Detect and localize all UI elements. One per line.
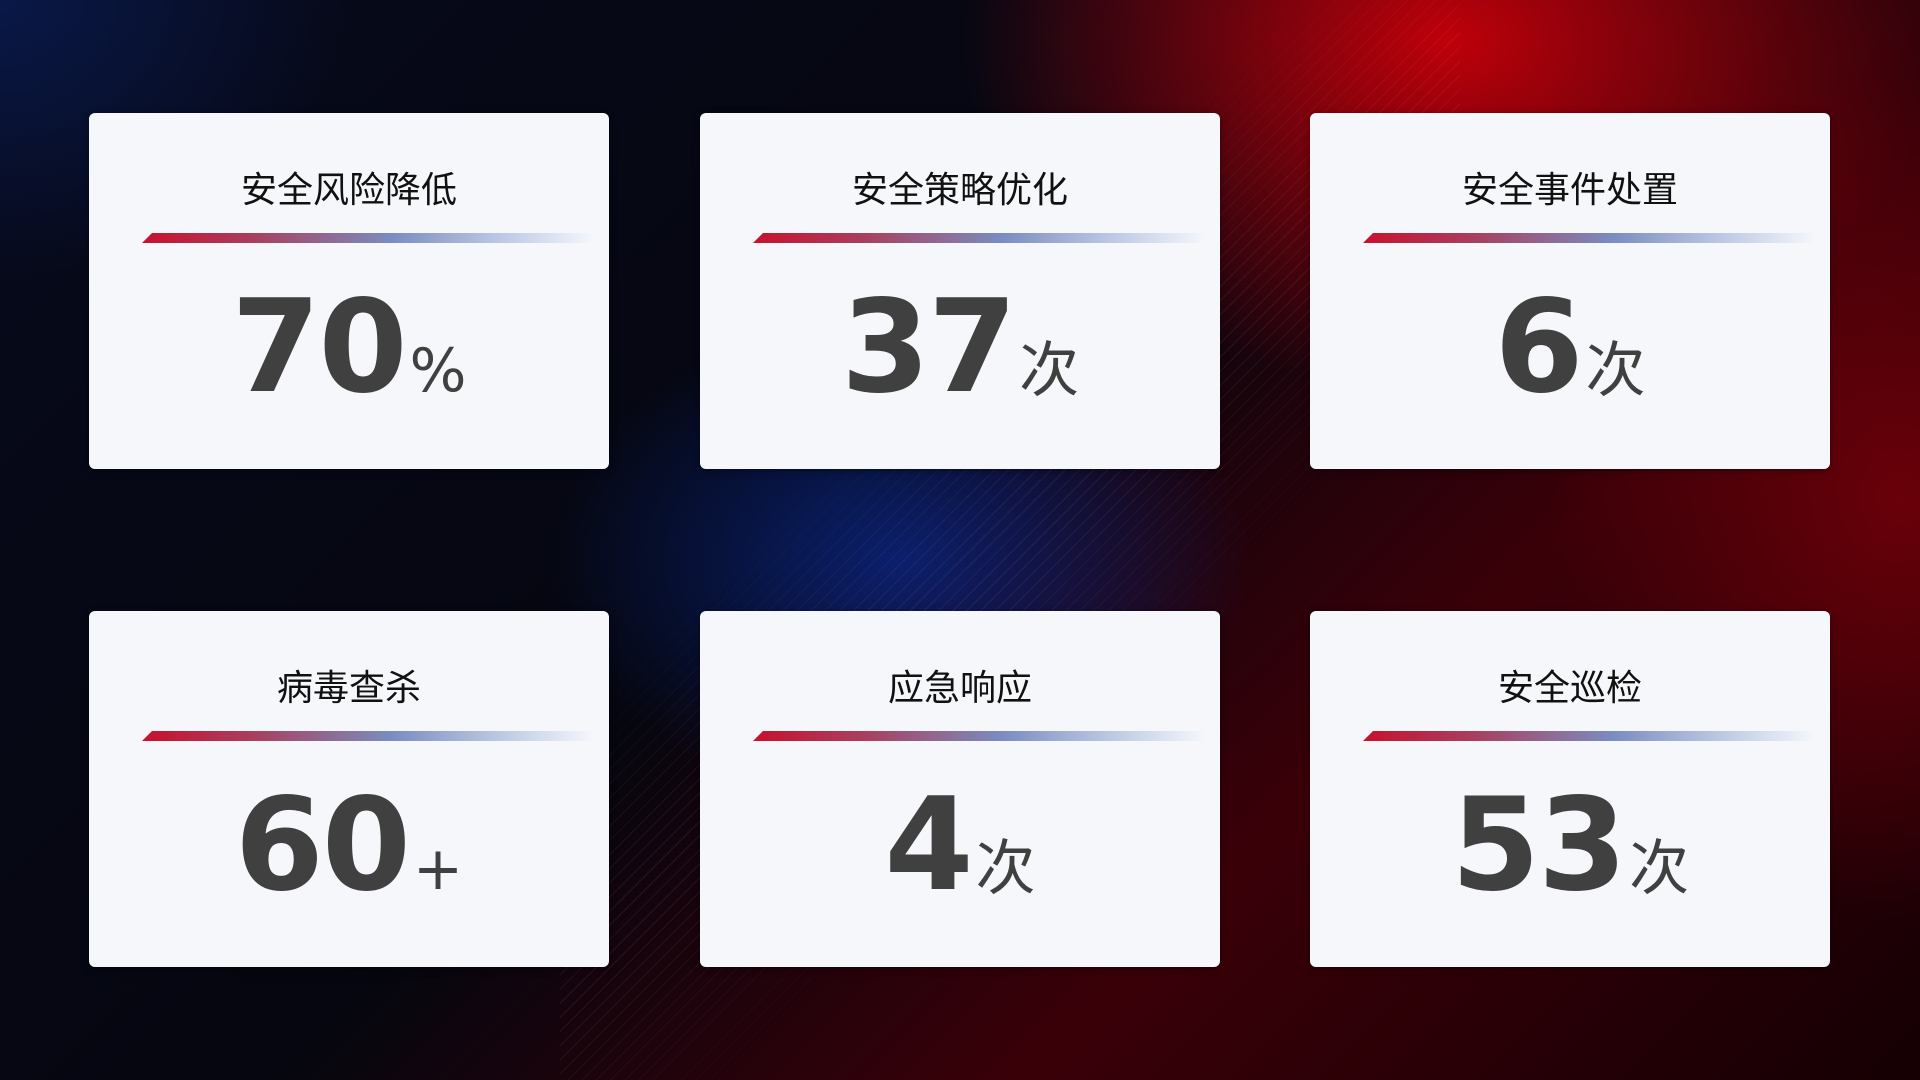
stat-card-security-inspection: 安全巡检 53次 <box>1310 611 1830 967</box>
card-value: 37次 <box>700 273 1220 422</box>
card-value: 6次 <box>1310 273 1830 422</box>
stat-card-virus-removal: 病毒查杀 60+ <box>89 611 609 967</box>
value-unit: 次 <box>1629 834 1690 904</box>
card-title: 安全风险降低 <box>240 170 457 211</box>
stat-card-risk-reduction: 安全风险降低 70% <box>89 113 609 469</box>
card-title: 安全事件处置 <box>1461 170 1678 211</box>
value-number: 53 <box>1450 771 1627 920</box>
value-unit: 次 <box>1585 336 1646 406</box>
value-number: 4 <box>884 771 973 920</box>
stat-card-emergency-response: 应急响应 4次 <box>700 611 1220 967</box>
card-title: 病毒查杀 <box>276 668 421 709</box>
value-number: 60 <box>234 771 411 920</box>
card-value: 60+ <box>89 771 609 920</box>
card-divider <box>142 731 594 741</box>
card-value: 4次 <box>700 771 1220 920</box>
stat-card-incident-handling: 安全事件处置 6次 <box>1310 113 1830 469</box>
card-title: 安全巡检 <box>1497 668 1642 709</box>
card-title: 安全策略优化 <box>851 170 1068 211</box>
value-number: 6 <box>1494 273 1583 422</box>
value-number: 70 <box>231 273 407 422</box>
card-divider <box>753 233 1205 243</box>
card-value: 53次 <box>1310 771 1830 920</box>
value-unit: 次 <box>975 834 1036 904</box>
card-divider <box>1363 731 1815 741</box>
card-value: 70% <box>89 273 609 422</box>
card-title: 应急响应 <box>887 668 1032 709</box>
value-number: 37 <box>840 273 1017 422</box>
card-divider <box>142 233 594 243</box>
stat-card-policy-optimization: 安全策略优化 37次 <box>700 113 1220 469</box>
value-unit: % <box>409 336 467 406</box>
value-unit: 次 <box>1019 336 1080 406</box>
value-unit: + <box>412 834 464 904</box>
card-divider <box>753 731 1205 741</box>
card-divider <box>1363 233 1815 243</box>
